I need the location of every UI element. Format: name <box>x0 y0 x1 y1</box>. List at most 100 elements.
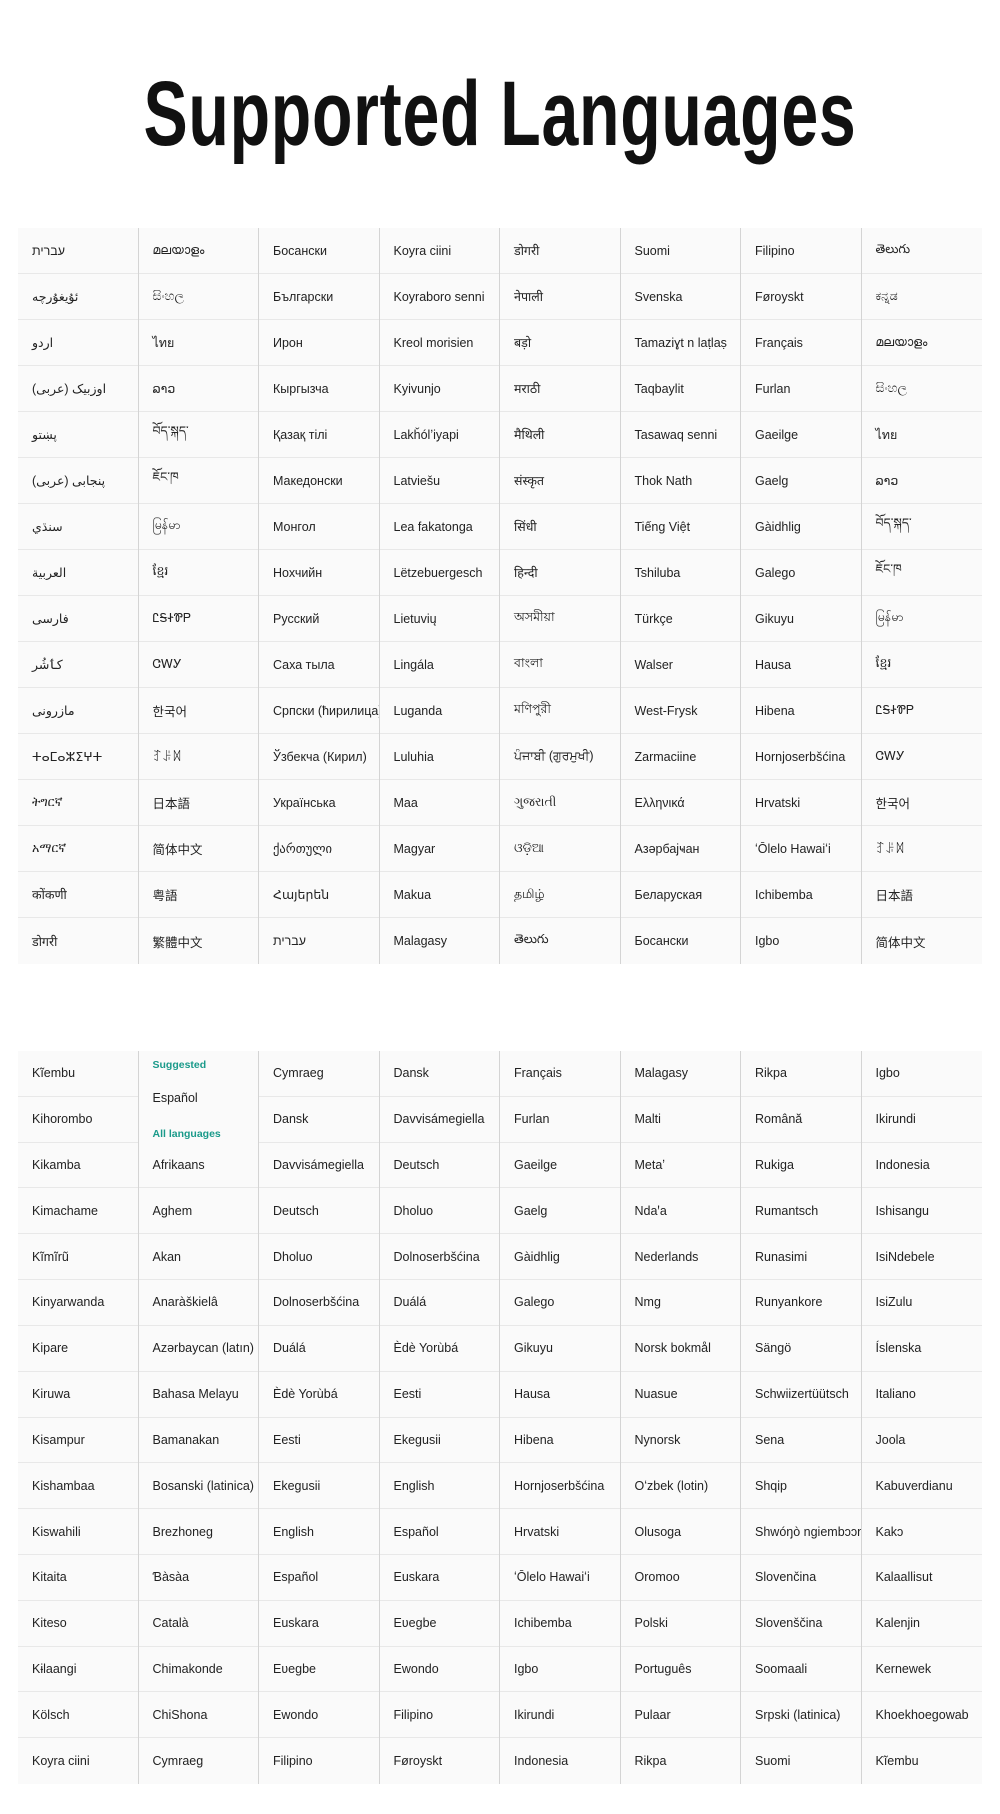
language-option[interactable]: Lietuvių <box>379 596 499 642</box>
language-option[interactable]: Galego <box>500 1280 620 1326</box>
language-option[interactable]: Nynorsk <box>620 1418 740 1464</box>
language-option[interactable]: 한국어 <box>138 688 258 734</box>
language-option[interactable]: Sängö <box>741 1326 861 1372</box>
language-option[interactable]: Kalenjin <box>861 1601 982 1647</box>
language-option[interactable]: ʻŌlelo Hawaiʻi <box>741 826 861 872</box>
language-option[interactable]: Gaelg <box>741 458 861 504</box>
language-option[interactable]: Èdè Yorùbá <box>259 1372 379 1418</box>
language-option[interactable]: ᏝᎦᏐᏈᏢ <box>138 596 258 642</box>
language-option[interactable]: Makua <box>379 872 499 918</box>
language-option[interactable]: 日本語 <box>861 872 982 918</box>
language-option[interactable]: ગુજરાતી <box>500 780 620 826</box>
language-option[interactable]: Norsk bokmål <box>620 1326 740 1372</box>
language-option[interactable]: Davvisámegiella <box>379 1097 499 1143</box>
language-option[interactable]: Kalaallisut <box>861 1555 982 1601</box>
language-option[interactable]: सिंधी <box>500 504 620 550</box>
language-option[interactable]: Dansk <box>259 1097 379 1143</box>
language-option[interactable]: Gaelg <box>500 1188 620 1235</box>
language-option[interactable]: West-Frysk <box>620 688 740 734</box>
language-option[interactable]: Kɨlaangi <box>18 1647 138 1693</box>
language-option[interactable]: মণিপুরী <box>500 688 620 734</box>
language-option[interactable]: Walser <box>620 642 740 688</box>
language-option[interactable]: Hausa <box>500 1372 620 1418</box>
language-option[interactable]: සිංහල <box>138 274 258 320</box>
language-option[interactable]: മലയാളം <box>861 320 982 366</box>
language-option[interactable]: Русский <box>259 596 379 642</box>
language-option[interactable]: Deutsch <box>379 1143 499 1189</box>
language-option[interactable]: مازرونی <box>18 688 138 734</box>
language-option[interactable]: Zarmaciine <box>620 734 740 780</box>
language-option[interactable]: తెలుగు <box>514 932 549 946</box>
language-option[interactable]: ខ្មែរ <box>138 550 258 596</box>
language-option[interactable]: Anaràškielâ <box>138 1280 258 1326</box>
language-option[interactable]: සිංහල <box>861 366 982 412</box>
language-option[interactable]: فارسی <box>18 596 138 642</box>
language-option[interactable]: Euskara <box>379 1555 499 1601</box>
language-option[interactable]: Luganda <box>379 688 499 734</box>
language-option[interactable]: Shwóŋò ngiembɔɔn <box>741 1509 861 1555</box>
language-option[interactable]: Hibena <box>741 688 861 734</box>
language-option[interactable]: मैथिली <box>500 412 620 458</box>
language-option[interactable]: ខ្មែរ <box>861 642 982 688</box>
language-option[interactable]: Indonesia <box>861 1143 982 1189</box>
language-option[interactable]: ChiShona <box>138 1692 258 1739</box>
language-option[interactable]: Ikirundi <box>500 1692 620 1739</box>
language-option[interactable]: Kisampur <box>18 1418 138 1464</box>
language-option[interactable]: Gaeilge <box>500 1143 620 1189</box>
language-option[interactable]: संस्कृत <box>500 458 620 504</box>
language-option[interactable]: Filipino <box>273 1754 313 1769</box>
language-option[interactable]: ꆈꌠꉙ <box>138 734 258 780</box>
language-option[interactable]: Kinyarwanda <box>18 1280 138 1326</box>
language-option[interactable]: Igbo <box>755 934 780 948</box>
language-option[interactable]: Koyraboro senni <box>379 274 499 320</box>
language-option[interactable]: Filipino <box>379 1692 499 1739</box>
language-option[interactable]: English <box>379 1463 499 1510</box>
language-option[interactable]: Ewondo <box>259 1692 379 1739</box>
language-option[interactable]: Furlan <box>500 1097 620 1143</box>
language-option[interactable]: Kreol morisien <box>379 320 499 366</box>
language-option[interactable]: Brezhoneg <box>138 1509 258 1555</box>
language-option[interactable]: Dolnoserbšćina <box>379 1234 499 1281</box>
language-option[interactable]: Kabuverdianu <box>861 1463 982 1510</box>
language-option[interactable]: Ichibemba <box>500 1601 620 1647</box>
language-option[interactable]: Latviešu <box>379 458 499 504</box>
language-option[interactable]: বাংলা <box>500 642 620 688</box>
language-option[interactable]: Kipare <box>18 1326 138 1372</box>
language-option[interactable]: Runyankore <box>741 1280 861 1326</box>
language-option[interactable]: Kitaita <box>18 1555 138 1601</box>
language-option[interactable]: עברית <box>18 228 138 274</box>
language-option[interactable]: Саха тыла <box>259 642 379 688</box>
language-option[interactable]: ꆈꌠꉙ <box>861 826 982 872</box>
language-option[interactable]: Dansk <box>379 1051 499 1097</box>
language-option[interactable]: Ndaꞌa <box>620 1188 740 1235</box>
language-option[interactable]: Español <box>379 1509 499 1555</box>
language-option[interactable]: Olusoga <box>620 1509 740 1555</box>
language-option[interactable]: Metaʼ <box>620 1143 740 1189</box>
language-option[interactable]: ລາວ <box>861 458 982 504</box>
language-option[interactable]: Français <box>741 320 861 366</box>
language-option[interactable]: Rikpa <box>741 1051 861 1097</box>
language-option[interactable]: Thok Nath <box>620 458 740 504</box>
language-option[interactable]: Sena <box>741 1418 861 1464</box>
language-option[interactable]: Ekegusii <box>259 1463 379 1510</box>
language-option[interactable]: Gàidhlig <box>741 504 861 550</box>
language-option[interactable]: Khoekhoegowab <box>861 1692 982 1739</box>
language-option[interactable]: Dolnoserbšćina <box>259 1280 379 1326</box>
language-option[interactable]: Føroyskt <box>393 1754 443 1769</box>
language-option[interactable]: ಕನ್ನಡ <box>861 274 982 320</box>
language-option[interactable]: Bamanakan <box>138 1418 258 1464</box>
language-option[interactable]: Ελληνικά <box>620 780 740 826</box>
language-option[interactable]: Føroyskt <box>741 274 861 320</box>
language-option[interactable]: Gikuyu <box>741 596 861 642</box>
language-option[interactable]: Rumantsch <box>741 1188 861 1235</box>
language-option[interactable]: ཇོང་ཁ <box>138 458 258 504</box>
language-option[interactable]: Maa <box>379 780 499 826</box>
language-option[interactable]: ଓଡ଼ିଆ <box>500 826 620 872</box>
language-option[interactable]: Ўзбекча (Кирил) <box>259 734 379 780</box>
language-option[interactable]: IsiNdebele <box>861 1234 982 1281</box>
language-option[interactable]: Tasawaq senni <box>620 412 740 458</box>
language-option[interactable]: Koyra ciini <box>379 228 499 274</box>
language-option[interactable]: 简体中文 <box>138 826 258 872</box>
language-option[interactable]: Duálá <box>259 1326 379 1372</box>
language-option[interactable]: မြန်မာ <box>861 596 982 642</box>
